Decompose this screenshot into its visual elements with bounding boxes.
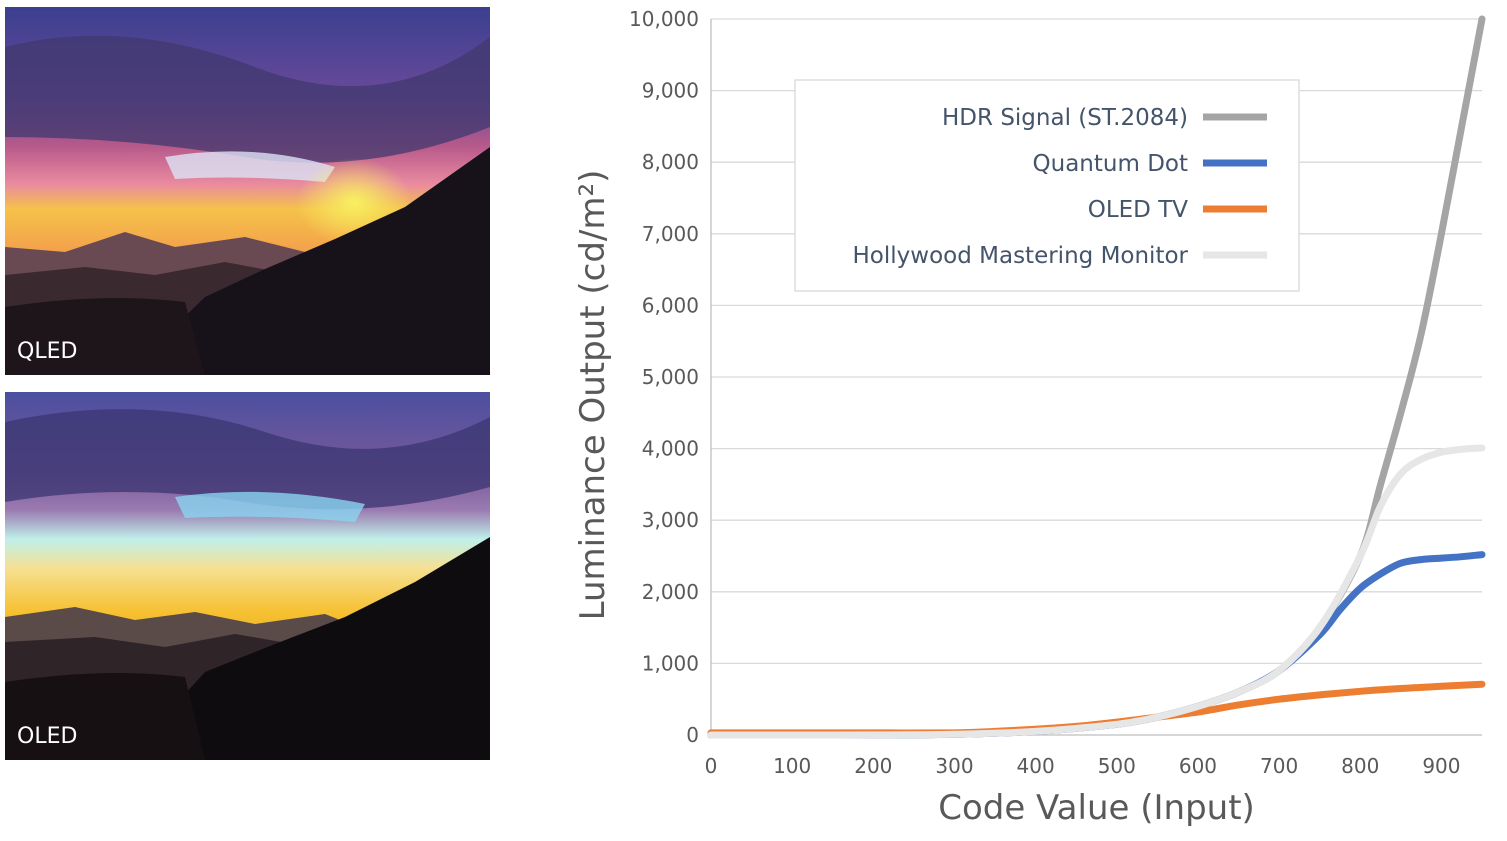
x-tick-label: 800 — [1341, 754, 1379, 778]
y-tick-label: 4,000 — [642, 437, 699, 461]
qled-sunset-image — [5, 7, 490, 375]
oled-photo: OLED — [5, 392, 490, 760]
legend-label-oled-tv: OLED TV — [1088, 197, 1189, 223]
x-tick-label: 0 — [705, 754, 718, 778]
x-tick-label: 300 — [935, 754, 973, 778]
y-tick-label: 1,000 — [642, 651, 699, 675]
y-tick-label: 0 — [686, 723, 699, 747]
y-tick-label: 8,000 — [642, 150, 699, 174]
x-tick-label: 200 — [854, 754, 892, 778]
y-axis-title: Luminance Output (cd/m²) — [573, 170, 613, 621]
x-tick-label: 100 — [773, 754, 811, 778]
legend-label-quantum-dot: Quantum Dot — [1033, 151, 1188, 177]
x-tick-label: 700 — [1260, 754, 1298, 778]
y-tick-label: 5,000 — [642, 365, 699, 389]
x-tick-label: 900 — [1422, 754, 1460, 778]
x-tick-label: 400 — [1017, 754, 1055, 778]
x-tick-label: 500 — [1098, 754, 1136, 778]
legend-label-hollywood-mastering-monitor: Hollywood Mastering Monitor — [853, 243, 1189, 269]
series-line-quantum-dot — [707, 551, 1486, 739]
series-lines — [707, 15, 1486, 739]
y-tick-label: 9,000 — [642, 79, 699, 103]
y-tick-label: 2,000 — [642, 580, 699, 604]
qled-photo: QLED — [5, 7, 490, 375]
legend-label-hdr-signal-st-2084: HDR Signal (ST.2084) — [942, 105, 1188, 131]
x-tick-label: 600 — [1179, 754, 1217, 778]
axes: 0 1,000 2,000 3,000 4,000 5,000 6,000 7,000 8,00… — [629, 7, 1482, 778]
y-tick-label: 3,000 — [642, 508, 699, 532]
y-tick-label: 7,000 — [642, 222, 699, 246]
x-axis-title: Code Value (Input) — [938, 788, 1255, 828]
oled-label: OLED — [17, 724, 78, 749]
oled-sunset-image — [5, 392, 490, 760]
series-line-hollywood-mastering-monitor — [707, 444, 1486, 739]
qled-label: QLED — [17, 339, 78, 364]
legend: HDR Signal (ST.2084) Quantum Dot OLED TV Ho… — [794, 79, 1300, 292]
y-tick-label: 6,000 — [642, 293, 699, 317]
y-tick-label: 10,000 — [629, 7, 699, 31]
luminance-chart: 0 1,000 2,000 3,000 4,000 5,000 6,000 7,000 8,00… — [573, 7, 1486, 828]
